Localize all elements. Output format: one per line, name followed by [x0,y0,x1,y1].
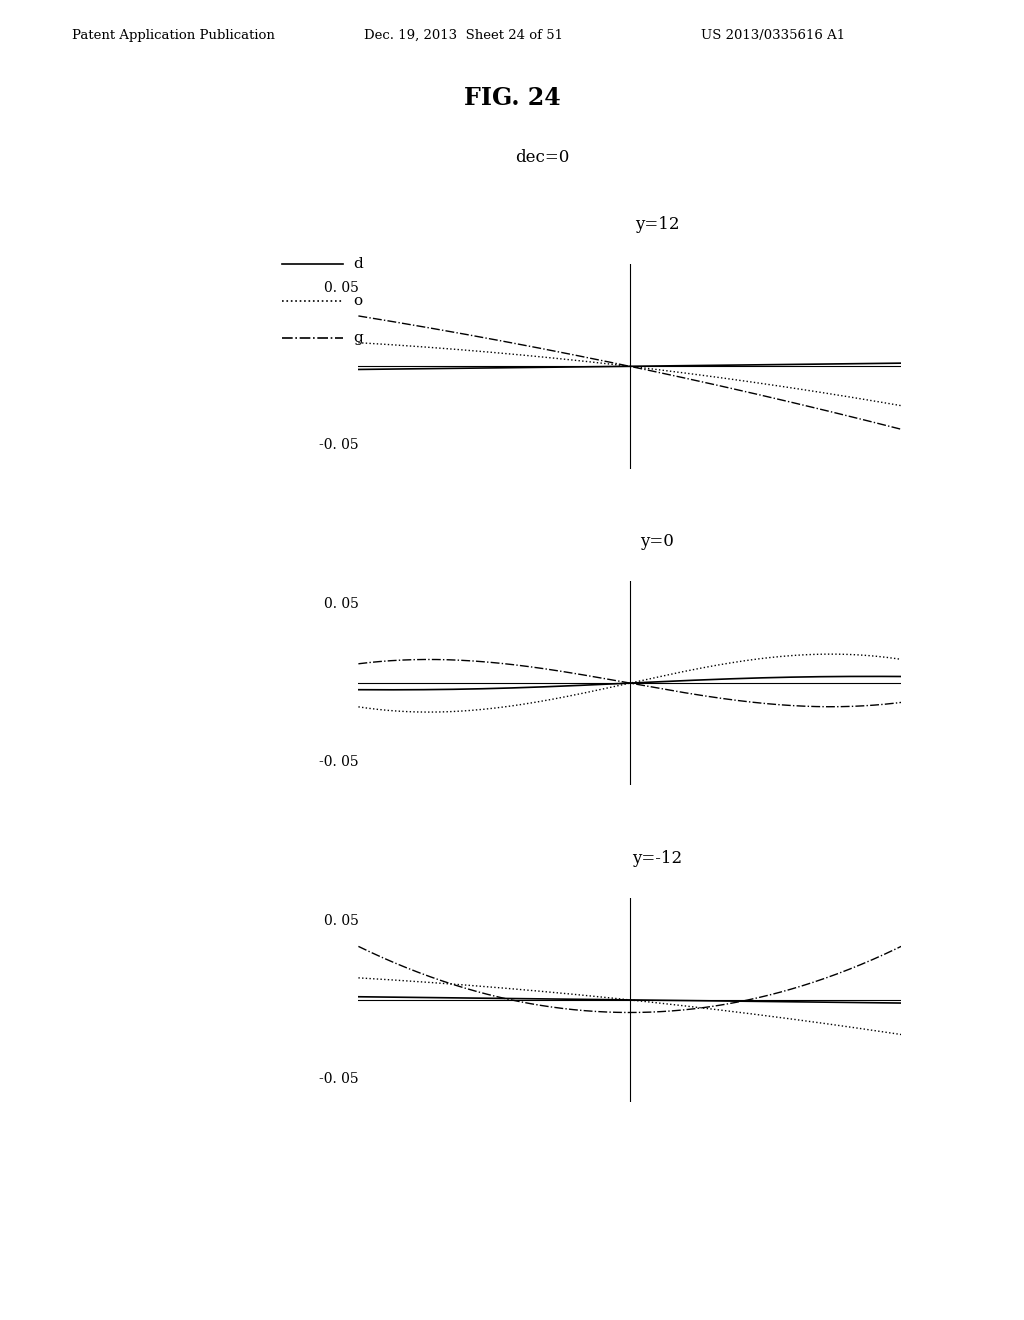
Text: g: g [353,331,364,345]
Text: dec=0: dec=0 [515,149,570,166]
Text: -0. 05: -0. 05 [318,755,358,768]
Text: 0. 05: 0. 05 [324,598,358,611]
Text: -0. 05: -0. 05 [318,438,358,451]
Text: d: d [353,257,364,271]
Text: 0. 05: 0. 05 [324,281,358,294]
Text: -0. 05: -0. 05 [318,1072,358,1085]
Text: y=0: y=0 [640,533,674,550]
Text: US 2013/0335616 A1: US 2013/0335616 A1 [701,29,846,42]
Text: Patent Application Publication: Patent Application Publication [72,29,274,42]
Text: 0. 05: 0. 05 [324,915,358,928]
Text: y=12: y=12 [635,216,679,234]
Text: FIG. 24: FIG. 24 [464,86,560,110]
Text: y=-12: y=-12 [632,850,682,867]
Text: Dec. 19, 2013  Sheet 24 of 51: Dec. 19, 2013 Sheet 24 of 51 [364,29,562,42]
Text: o: o [353,294,362,308]
